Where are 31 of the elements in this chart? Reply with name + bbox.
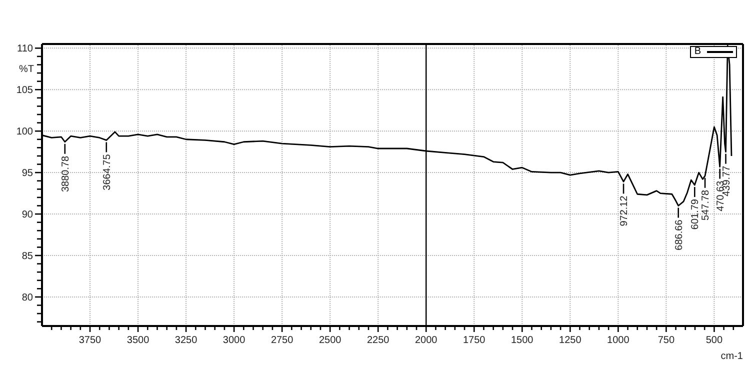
x-tick-label: 3250: [174, 335, 198, 346]
y-tick-label: 85: [22, 251, 34, 262]
x-tick-label: 3000: [222, 335, 246, 346]
x-tick-label: 750: [658, 335, 675, 346]
annotation: 3664.75: [102, 154, 113, 190]
annotation: 601.79: [690, 198, 702, 230]
x-tick-label: 2750: [270, 335, 294, 346]
x-tick-label: 2500: [318, 335, 342, 346]
x-tick-label: 1750: [463, 335, 486, 346]
x-tick-label: 1500: [511, 335, 534, 346]
y-tick-label: 110: [17, 44, 34, 55]
y-tick-label: 95: [22, 168, 34, 180]
annotation: 972.12: [619, 195, 630, 226]
annotation: 547.78: [700, 189, 712, 220]
x-tick-label: 3500: [126, 335, 150, 346]
x-tick-label: 2250: [366, 335, 390, 346]
x-tick-label: 1250: [559, 335, 582, 346]
y-tick-label: 80: [22, 292, 34, 304]
legend-label: B: [694, 46, 701, 57]
y-tick-label: 90: [22, 210, 34, 221]
y-tick-label: 100: [16, 126, 34, 138]
x-tick-label: 500: [706, 335, 723, 346]
x-tick-label: 2000: [414, 335, 438, 346]
x-tick-label: 3750: [78, 335, 102, 346]
y-axis-title: %T: [19, 64, 34, 75]
annotation: 686.66: [674, 219, 685, 250]
x-axis-title: cm-1: [720, 351, 744, 362]
y-tick-label: 105: [16, 85, 34, 96]
annotation: 439.77: [721, 165, 732, 196]
x-tick-label: 1000: [607, 335, 630, 346]
annotation: 3880.78: [60, 155, 72, 192]
